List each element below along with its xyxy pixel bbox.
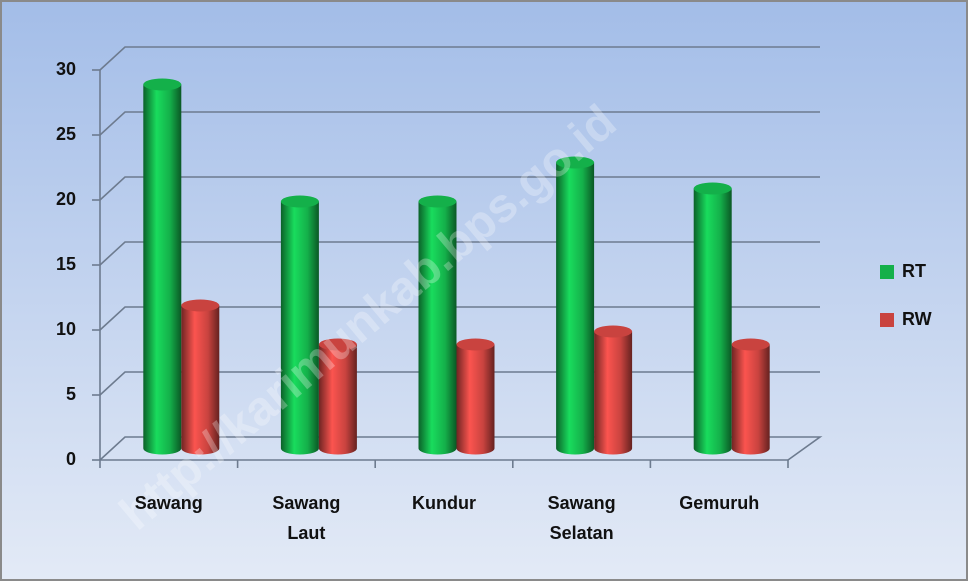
bar-top <box>456 338 495 351</box>
y-tick-label: 5 <box>66 384 76 404</box>
x-tick-label: Kundur <box>412 493 476 513</box>
bar-body <box>181 305 220 455</box>
bar <box>280 195 319 455</box>
bar-body <box>143 84 182 455</box>
bar-body <box>693 188 732 455</box>
bar-top <box>594 325 633 338</box>
x-tick-label: Sawang <box>135 493 203 513</box>
bar-top <box>418 195 457 208</box>
bar <box>418 195 457 455</box>
bar <box>693 182 732 455</box>
legend-swatch <box>880 313 894 327</box>
bar <box>594 325 633 455</box>
bar-top <box>693 182 732 195</box>
x-tick-label: Sawang Selatan <box>548 493 616 543</box>
y-tick-label: 10 <box>56 319 76 339</box>
bar-body <box>418 201 457 455</box>
bar <box>556 156 595 455</box>
marks <box>143 78 770 455</box>
grid-line <box>99 46 820 71</box>
bar-body <box>594 331 633 455</box>
bar-top <box>181 299 220 312</box>
grid-line <box>99 111 820 136</box>
legend-label: RT <box>902 261 926 281</box>
bar <box>143 78 182 455</box>
x-tick-label: Sawang Laut <box>272 493 340 543</box>
bar-top <box>556 156 595 169</box>
y-tick-label: 30 <box>56 59 76 79</box>
legend-label: RW <box>902 309 932 329</box>
bar-top <box>280 195 319 208</box>
bar <box>456 338 495 455</box>
legend-swatch <box>880 265 894 279</box>
y-tick-label: 20 <box>56 189 76 209</box>
bar <box>318 338 357 455</box>
y-tick-label: 15 <box>56 254 76 274</box>
bar-body <box>456 344 495 455</box>
y-tick-label: 25 <box>56 124 76 144</box>
bar-top <box>318 338 357 351</box>
x-tick-label: Gemuruh <box>679 493 759 513</box>
bar-body <box>556 162 595 455</box>
bar-body <box>731 344 770 455</box>
bar <box>181 299 220 455</box>
bar-body <box>318 344 357 455</box>
bar-top <box>143 78 182 91</box>
y-tick-label: 0 <box>66 449 76 469</box>
bar-body <box>280 201 319 455</box>
bar <box>731 338 770 455</box>
bar-top <box>731 338 770 351</box>
